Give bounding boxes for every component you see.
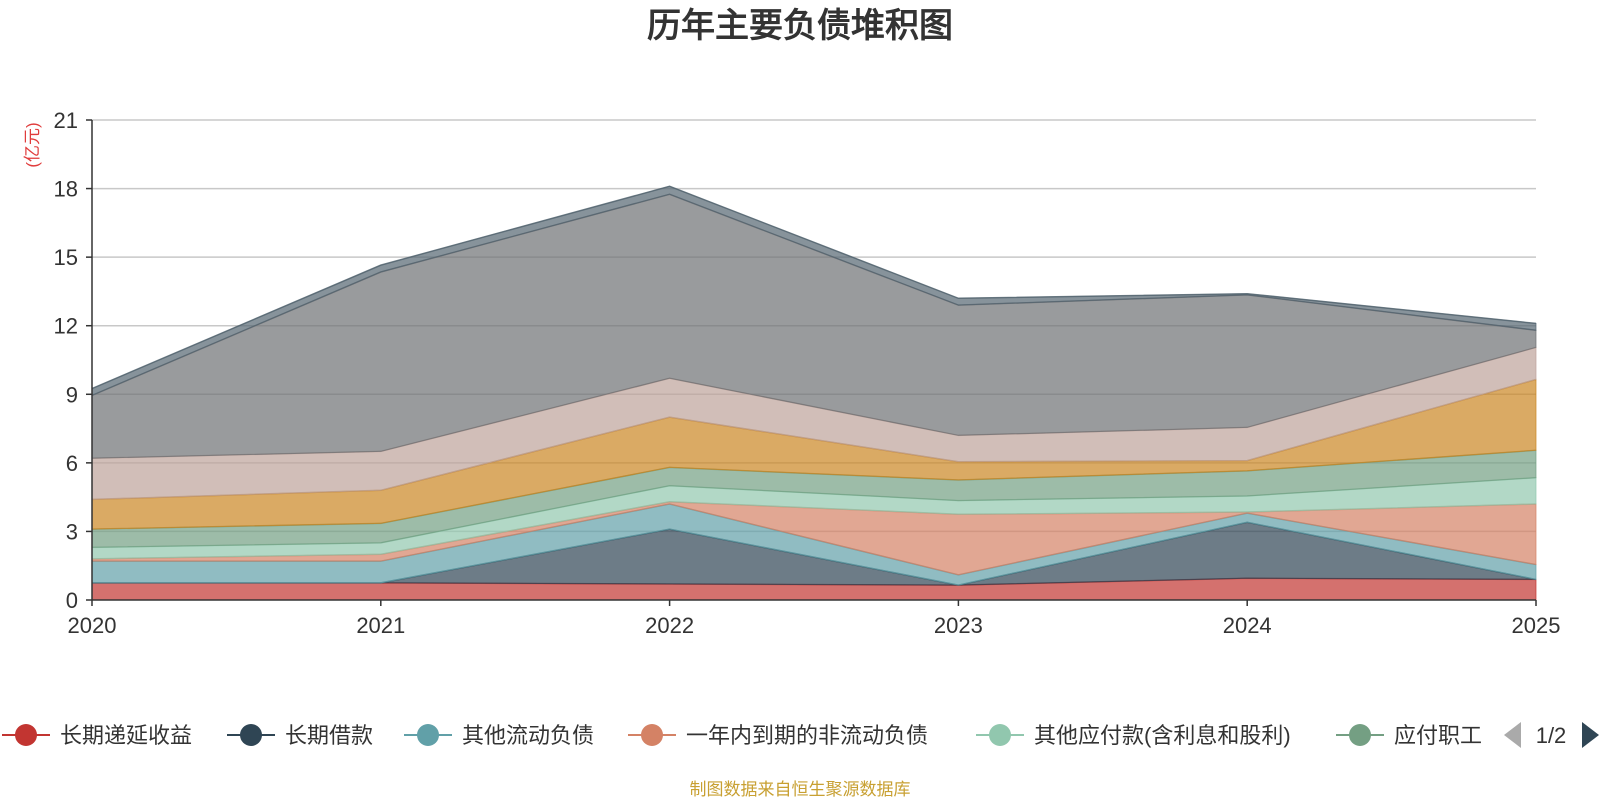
source-note: 制图数据来自恒生聚源数据库 bbox=[690, 780, 911, 799]
legend-label: 其他流动负债 bbox=[462, 723, 594, 748]
legend-next-arrow-icon[interactable] bbox=[1582, 722, 1599, 748]
y-tick-label: 15 bbox=[54, 245, 78, 270]
axes: 0 3 6 9 12 15 18 21 2020 2021 2022 2023 2024 2025 bbox=[54, 108, 1561, 638]
x-tick-label: 2024 bbox=[1223, 613, 1272, 638]
legend-label: 其他应付款(含利息和股利) bbox=[1034, 723, 1291, 748]
y-tick-label: 21 bbox=[54, 108, 78, 133]
x-tick-label: 2022 bbox=[645, 613, 694, 638]
legend-label: 长期借款 bbox=[285, 723, 373, 748]
legend-circle-marker bbox=[1349, 724, 1371, 746]
legend-item[interactable]: 其他应付款(含利息和股利) bbox=[976, 723, 1291, 748]
y-tick-label: 9 bbox=[66, 382, 78, 407]
x-tick-label: 2020 bbox=[68, 613, 117, 638]
y-tick-label: 6 bbox=[66, 451, 78, 476]
x-tick-label: 2023 bbox=[934, 613, 983, 638]
x-tick-label: 2021 bbox=[356, 613, 405, 638]
y-axis-unit-label: (亿元) bbox=[23, 122, 42, 167]
legend-circle-marker bbox=[417, 724, 439, 746]
legend-circle-marker bbox=[15, 724, 37, 746]
legend-page-indicator: 1/2 bbox=[1536, 723, 1567, 748]
legend-label: 一年内到期的非流动负债 bbox=[686, 723, 928, 748]
x-tick-label: 2025 bbox=[1512, 613, 1561, 638]
legend-item[interactable]: 其他流动负债 bbox=[404, 723, 594, 748]
legend-item[interactable]: 长期借款 bbox=[227, 723, 373, 748]
legend-item[interactable]: 一年内到期的非流动负债 bbox=[628, 723, 928, 748]
legend-label: 长期递延收益 bbox=[60, 723, 192, 748]
legend-prev-arrow-icon[interactable] bbox=[1504, 722, 1521, 748]
legend-item[interactable]: 应付职工 bbox=[1336, 723, 1482, 748]
legend-circle-marker bbox=[989, 724, 1011, 746]
legend-circle-marker bbox=[641, 724, 663, 746]
series-top-line-10 bbox=[91, 185, 1537, 390]
area-series-layer bbox=[91, 185, 1537, 601]
chart-title: 历年主要负债堆积图 bbox=[647, 7, 953, 45]
y-tick-label: 18 bbox=[54, 177, 78, 202]
legend-circle-marker bbox=[240, 724, 262, 746]
legend-label: 应付职工 bbox=[1394, 723, 1482, 748]
y-tick-label: 0 bbox=[66, 588, 78, 613]
legend: 长期递延收益 长期借款 其他流动负债 一年内到期的非流动负债 其他应付款(含利息和股利)… bbox=[2, 722, 1599, 748]
y-tick-label: 12 bbox=[54, 314, 78, 339]
y-tick-label: 3 bbox=[66, 519, 78, 544]
legend-item[interactable]: 长期递延收益 bbox=[2, 723, 192, 748]
